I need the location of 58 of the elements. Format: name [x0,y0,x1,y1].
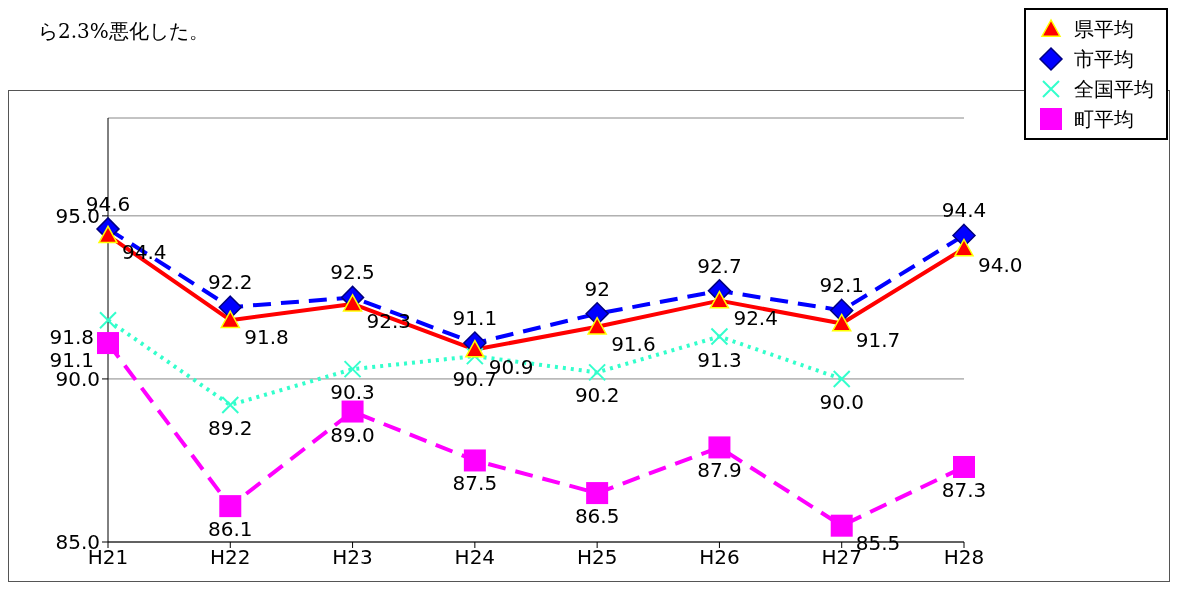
x-tick-label: H26 [699,545,740,570]
data-label: 91.1 [452,306,498,331]
point [98,225,118,244]
x-tick-label: H25 [576,545,618,570]
point [709,290,730,309]
point [710,327,729,346]
data-label: 90.0 [819,389,864,414]
data-label: 94.0 [978,253,1023,278]
data-label: 87.5 [452,471,498,496]
data-label: 91.3 [697,347,742,372]
point [953,455,975,478]
data-label: 92.4 [733,305,778,330]
data-label: 90.3 [330,380,375,405]
point [465,347,484,366]
point [831,313,852,332]
point [586,482,609,505]
point [99,311,117,330]
point [343,360,362,379]
point [832,369,851,388]
point [219,495,242,518]
data-label: 92.5 [330,260,375,285]
data-label: 91.7 [855,328,901,353]
point [587,316,607,335]
data-label: 87.9 [697,458,742,483]
point [221,396,240,415]
point [463,449,486,472]
point [954,238,974,257]
point [220,310,241,329]
point [588,363,607,382]
point [708,436,731,459]
data-label: 92.7 [697,253,742,278]
x-tick-label: H22 [210,545,251,570]
point [342,294,363,312]
text: ら2.3%悪化した。 [38,18,209,45]
data-label: 91.8 [244,325,289,350]
data-label: 92.1 [819,273,864,298]
data-label: 89.2 [208,416,253,441]
data-label: 90.2 [574,383,620,408]
data-label: 86.1 [208,517,253,542]
legend-label: 県平均 [1074,16,1134,43]
point [830,514,853,537]
point [465,339,485,358]
legend-label: 町平均 [1074,106,1134,133]
data-label: 92.2 [208,270,253,295]
data-label: 91.6 [611,331,656,356]
legend-label: 市平均 [1074,46,1134,73]
point [97,332,119,355]
data-label: 89.0 [330,422,375,447]
legend-label: 全国平均 [1074,76,1154,103]
x-tick-label: H28 [943,545,985,570]
data-label: 87.3 [941,477,987,502]
point [341,400,364,423]
x-tick-label: H24 [454,545,496,570]
x-tick-label: H23 [332,545,373,570]
data-label: 92 [584,276,610,301]
data-label: 91.8 [49,325,94,350]
data-label: 94.4 [941,198,987,223]
data-label: 86.5 [574,504,620,529]
